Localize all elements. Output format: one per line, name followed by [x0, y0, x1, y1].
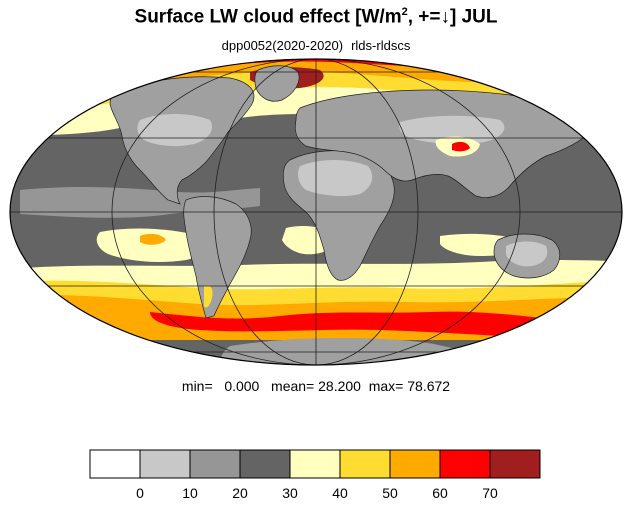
land-greenland — [254, 65, 300, 102]
colorbar-swatch — [289, 449, 341, 479]
graticule-meridian-60 — [213, 59, 419, 365]
map-subtitle: dpp0052(2020-2020) rlds-rldscs — [0, 38, 632, 53]
land-south-america — [183, 196, 252, 319]
stat-min: 0.000 — [224, 378, 260, 394]
colorbar-tick-label: 20 — [232, 485, 248, 501]
colorbar-tick-label: 50 — [382, 485, 398, 501]
map-title: Surface LW cloud effect [W/m2, +=↓] JUL — [134, 6, 498, 28]
colorbar-swatch — [389, 449, 441, 479]
graticule-meridian-120 — [111, 59, 521, 365]
colorbar-tick-label: 60 — [432, 485, 448, 501]
colorbar-tick-label: 70 — [482, 485, 498, 501]
andes-yellow — [204, 285, 213, 308]
colorbar-tick-label: 0 — [136, 485, 144, 501]
colorbar-tick-label: 30 — [282, 485, 298, 501]
land-light-sahara — [298, 160, 373, 197]
stats-line: min= 0.000 mean= 28.200 max= 78.672 — [181, 378, 451, 394]
east-pacific-yellow — [96, 228, 206, 262]
globe-outline — [9, 58, 623, 366]
colorbar-swatch — [489, 449, 541, 479]
stat-mean: 28.200 — [318, 378, 361, 394]
land-light-central-asia — [399, 115, 505, 145]
colorbar-tick-label: 10 — [182, 485, 198, 501]
east-pacific-orange-spot — [140, 233, 166, 245]
colorbar-tick-label: 40 — [332, 485, 348, 501]
colorbar-swatch — [139, 449, 191, 479]
stat-max: 78.672 — [407, 378, 451, 394]
colorbar-swatch — [89, 449, 141, 479]
variable-label: rlds-rldscs — [351, 38, 411, 53]
southern-red-band — [150, 311, 560, 340]
colorbar-swatch — [439, 449, 491, 479]
tibet-red — [452, 141, 470, 152]
colorbar-swatch — [189, 449, 241, 479]
colorbar-swatch — [239, 449, 291, 479]
run-label: dpp0052(2020-2020) — [221, 38, 344, 53]
land-light-australia — [506, 241, 548, 267]
colorbar-swatch — [339, 449, 391, 479]
